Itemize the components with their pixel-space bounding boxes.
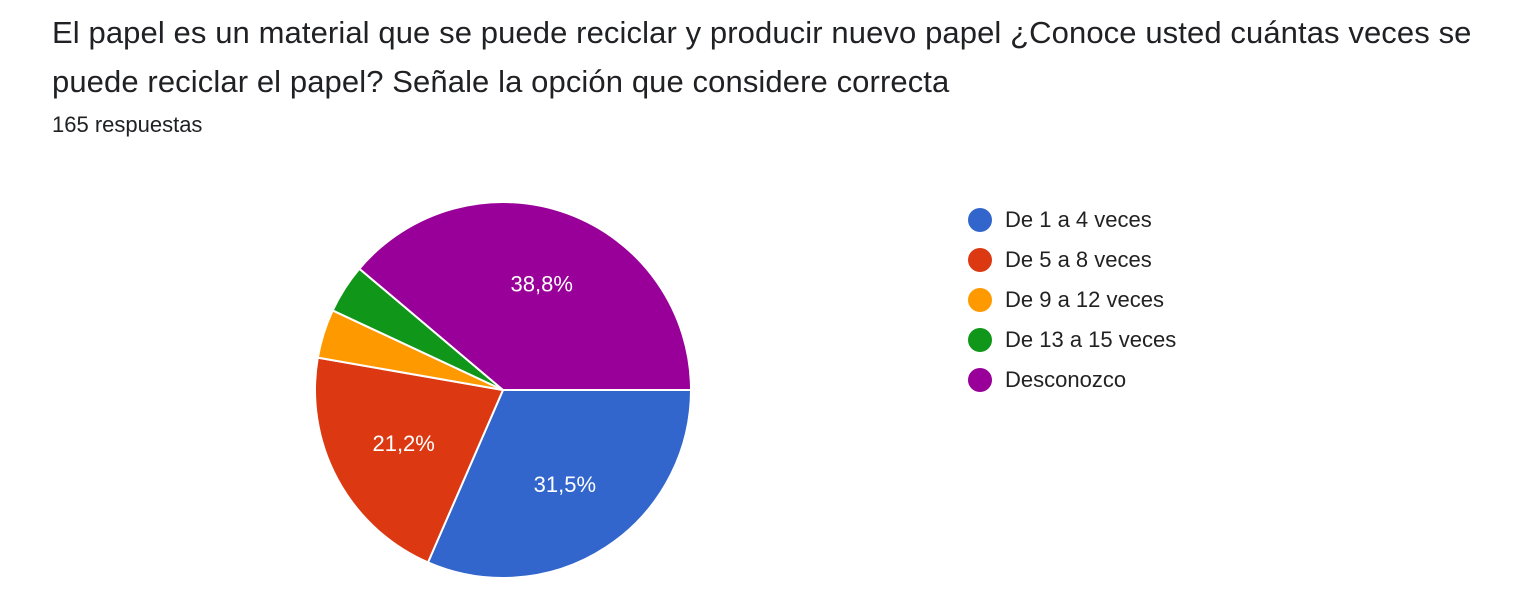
legend-item-de-1-a-4-veces[interactable]: De 1 a 4 veces (968, 200, 1176, 240)
pie-slice-de-1-a-4-veces[interactable] (426, 389, 692, 579)
pie-slice-de-5-a-8-veces[interactable] (314, 356, 504, 564)
legend-swatch-icon (968, 288, 992, 312)
pie-chart-svg: 31,5% 21,2% 38,8% (314, 201, 692, 579)
legend-item-de-13-a-15-veces[interactable]: De 13 a 15 veces (968, 320, 1176, 360)
legend-label: Desconozco (1005, 367, 1127, 392)
response-count: 165 respuestas (52, 112, 203, 137)
legend-item-de-9-a-12-veces[interactable]: De 9 a 12 veces (968, 280, 1176, 320)
legend-swatch-icon (968, 328, 992, 352)
question-title: El papel es un material que se puede rec… (52, 15, 1472, 99)
legend-swatch-icon (968, 208, 992, 232)
legend-item-desconozco[interactable]: Desconozco (968, 360, 1176, 400)
pie-slice-desconozco[interactable] (358, 201, 692, 391)
slice-label-de-1-a-4-veces: 31,5% (534, 472, 596, 497)
pie-chart: 31,5% 21,2% 38,8% De 1 a 4 veces De 5 a 8 v… (0, 150, 1531, 590)
slice-label-de-5-a-8-veces: 21,2% (372, 431, 434, 456)
legend-label: De 1 a 4 veces (1005, 207, 1152, 232)
legend-item-de-5-a-8-veces[interactable]: De 5 a 8 veces (968, 240, 1176, 280)
chart-legend: De 1 a 4 veces De 5 a 8 veces De 9 a 12 ve… (968, 200, 1176, 400)
legend-label: De 9 a 12 veces (1005, 287, 1164, 312)
legend-swatch-icon (968, 248, 992, 272)
slice-label-desconozco: 38,8% (511, 272, 573, 297)
legend-swatch-icon (968, 368, 992, 392)
legend-label: De 13 a 15 veces (1005, 327, 1177, 352)
legend-label: De 5 a 8 veces (1005, 247, 1152, 272)
